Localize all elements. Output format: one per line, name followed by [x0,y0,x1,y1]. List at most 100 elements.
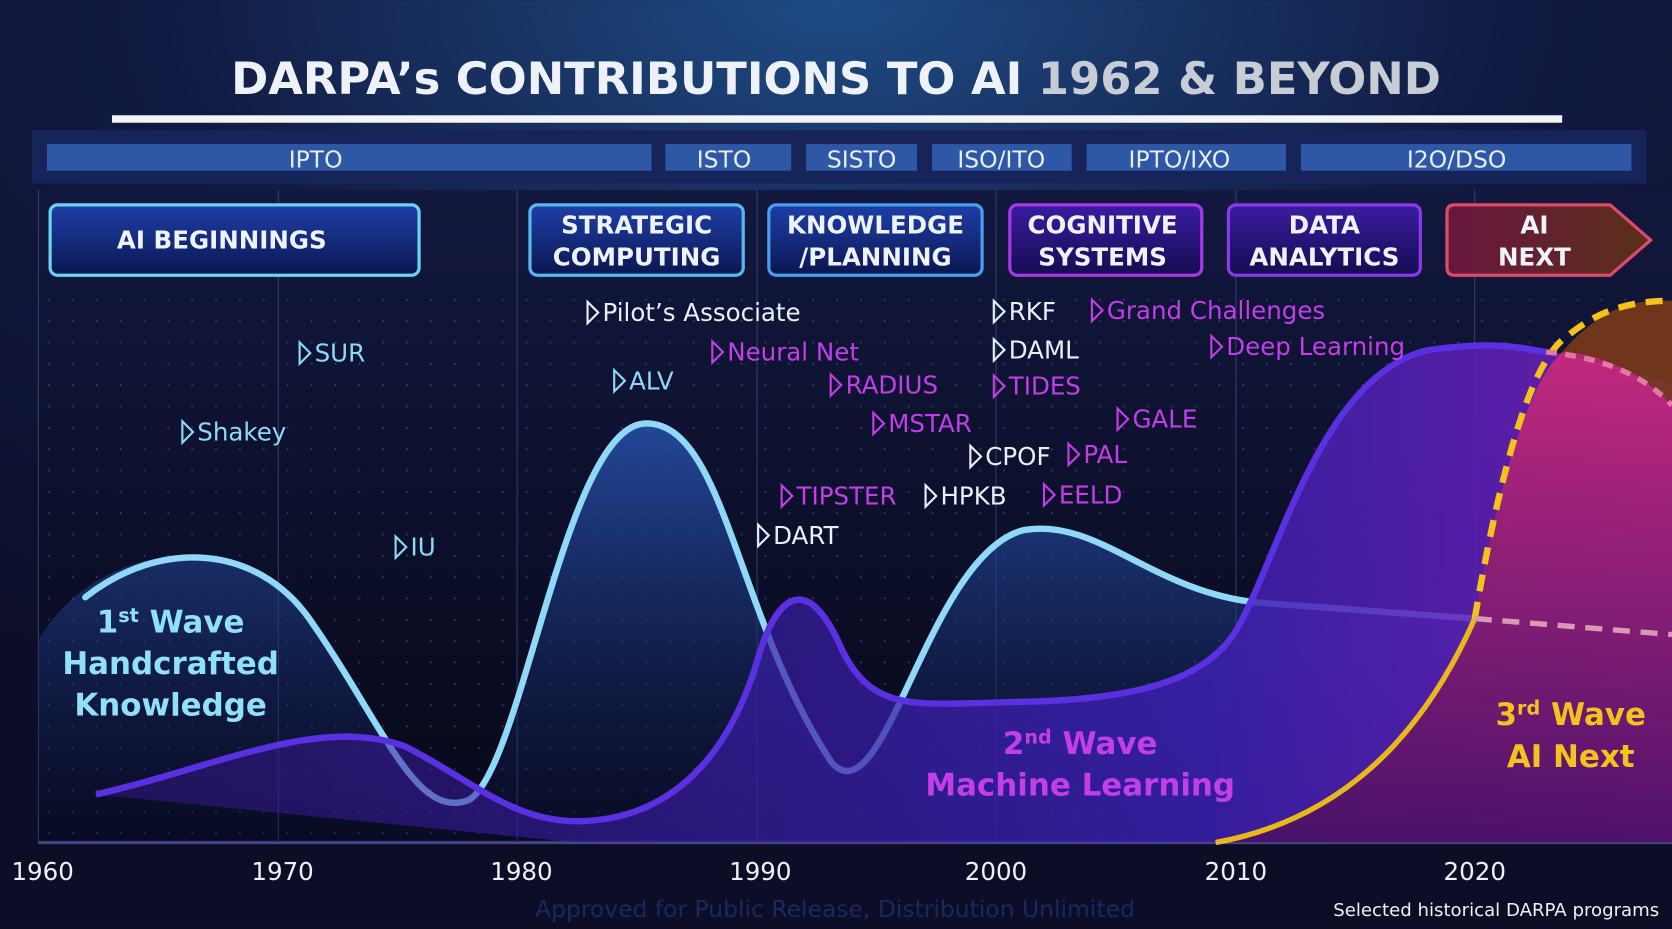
office-ipto-ixo: IPTO/IXO [1129,146,1231,174]
title-underline [111,115,1563,123]
wave2-label: 2nd Wave [1003,725,1158,762]
program-marker: Grand Challenges [1090,296,1325,325]
program-label: DAML [1009,335,1079,364]
wave1-subtitle-2: Knowledge [74,688,267,724]
program-marker: CPOF [969,442,1051,471]
era-ai-next: AI NEXT [1445,203,1654,277]
program-label: DART [773,521,839,550]
office-row: IPTO ISTO SISTO ISO/ITO IPTO/IXO I2O/DSO [46,144,1632,174]
triangle-marker-icon [992,372,1006,400]
program-label: Grand Challenges [1107,296,1325,325]
program-marker: GALE [1116,405,1197,434]
office-ipto: IPTO [289,146,343,174]
wave1-subtitle-1: Handcrafted [62,646,279,682]
program-marker: ALV [613,366,674,395]
svg-text:COGNITIVE: COGNITIVE [1027,211,1177,240]
triangle-marker-icon [829,371,843,399]
program-label: Deep Learning [1226,332,1405,361]
program-marker: MSTAR [872,409,972,438]
program-marker: PAL [1067,440,1127,469]
program-label: RADIUS [846,371,938,400]
triangle-marker-icon [992,298,1006,325]
svg-text:KNOWLEDGE: KNOWLEDGE [787,211,964,240]
program-marker: Pilot’s Associate [586,298,801,327]
office-isto: ISTO [697,146,752,174]
program-label: EELD [1059,480,1123,509]
program-marker: HPKB [924,481,1007,510]
program-label: Neural Net [727,338,859,367]
footer-note: Selected historical DARPA programs [1333,900,1659,921]
year-label: 1980 [490,857,552,886]
program-marker: Deep Learning [1210,332,1405,361]
office-i2o-dso: I2O/DSO [1407,146,1507,174]
program-marker: Neural Net [711,338,859,367]
program-marker: IU [394,533,436,562]
wave3-subtitle: AI Next [1507,739,1635,775]
program-label: TIDES [1008,372,1081,401]
wave-curves [38,297,1672,846]
program-label: SUR [315,339,366,368]
triangle-marker-icon [1116,405,1130,433]
program-label: MSTAR [888,409,972,438]
program-marker: TIDES [992,372,1081,401]
wave1-label: 1st Wave [97,604,245,641]
program-marker: DAML [992,335,1079,364]
svg-text:AI: AI [1520,211,1548,240]
triangle-marker-icon [613,367,627,395]
program-label: ALV [629,366,674,395]
program-marker: TIPSTER [780,481,897,510]
triangle-marker-icon [969,443,983,470]
program-label: CPOF [985,442,1050,471]
office-sisto: SISTO [827,146,896,174]
program-label: GALE [1132,405,1197,434]
year-label: 2020 [1444,857,1506,886]
triangle-marker-icon [872,410,886,437]
svg-text:DATA: DATA [1289,211,1360,240]
program-label: Pilot’s Associate [602,298,800,327]
program-label: TIPSTER [796,481,897,510]
program-marker: RKF [992,297,1056,326]
program-label: PAL [1083,440,1127,469]
svg-text:ANALYTICS: ANALYTICS [1249,243,1399,272]
svg-text:SYSTEMS: SYSTEMS [1038,243,1167,272]
triangle-marker-icon [1210,333,1224,360]
triangle-marker-icon [1042,481,1057,509]
office-iso-ito: ISO/ITO [957,146,1045,174]
triangle-marker-icon [780,482,794,510]
year-label: 1960 [11,857,73,886]
svg-text:COMPUTING: COMPUTING [553,243,721,272]
era-ai-beginnings: AI BEGINNINGS [48,203,421,277]
release-watermark: Approved for Public Release, Distributio… [535,895,1135,923]
program-label: Shakey [197,418,286,447]
program-marker: SUR [298,339,366,368]
year-label: 2010 [1205,857,1267,886]
svg-text:/PLANNING: /PLANNING [799,243,951,272]
era-knowledge-planning: KNOWLEDGE/PLANNING [767,203,984,277]
svg-text:AI BEGINNINGS: AI BEGINNINGS [117,226,327,255]
program-marker: Shakey [181,418,286,447]
wave3-label: 3rd Wave [1495,697,1645,734]
program-label: RKF [1009,297,1056,326]
program-marker: EELD [1042,480,1123,509]
era-cognitive-systems: COGNITIVE SYSTEMS [1008,203,1204,277]
era-strategic-computing: STRATEGIC COMPUTING [528,203,745,277]
program-marker: RADIUS [829,371,938,400]
triangle-marker-icon [298,339,312,367]
triangle-marker-icon [711,338,725,366]
year-label: 1990 [729,857,791,886]
triangle-marker-icon [992,336,1006,364]
wave2-subtitle: Machine Learning [925,768,1235,804]
triangle-marker-icon [181,418,195,446]
era-data-analytics: DATA ANALYTICS [1226,203,1422,277]
program-label: HPKB [941,481,1007,510]
program-label: IU [411,533,436,562]
program-marker: DART [757,521,840,550]
page-title: DARPA’s CONTRIBUTIONS TO AI 1962 & BEYON… [231,52,1441,105]
svg-text:STRATEGIC: STRATEGIC [561,211,712,240]
triangle-marker-icon [586,299,600,326]
triangle-marker-icon [1067,441,1081,468]
triangle-marker-icon [1090,297,1105,324]
svg-text:NEXT: NEXT [1498,243,1571,272]
triangle-marker-icon [394,533,408,561]
